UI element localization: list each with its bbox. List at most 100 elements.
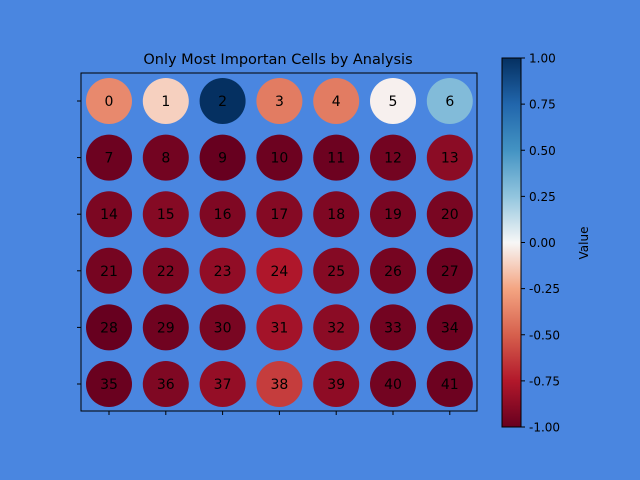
heatmap-cell [256,304,303,351]
heatmap-cell [142,304,189,351]
heatmap-cell [256,361,303,407]
cell-label: 1 [161,94,170,110]
cell-label: 11 [327,151,345,167]
heatmap-cell [256,247,303,294]
heatmap-cell [370,304,416,351]
cell-label: 6 [445,94,454,110]
cell-label: 8 [161,151,170,167]
heatmap-cell [313,134,360,181]
cell-label: 5 [389,94,398,110]
heatmap-cell [86,134,132,181]
cell-label: 36 [157,377,175,393]
heatmap-cell [426,304,473,351]
x-axis-ticks [108,411,451,415]
heatmap-cell [199,191,246,238]
heatmap-cell [142,247,189,294]
cell-label: 23 [214,264,232,280]
heatmap-cell [256,78,303,124]
heatmap-cell [426,134,473,181]
heatmap-cell [256,134,303,181]
heatmap-cell [86,247,132,294]
cell-label: 13 [441,151,459,167]
cell-label: 24 [270,264,288,280]
heatmap-cell [426,247,473,294]
cell-label: 27 [441,264,459,280]
cell-label: 26 [384,264,402,280]
heatmap-cell [370,134,416,181]
cell-label: 4 [332,94,341,110]
heatmap-cell [370,247,416,294]
cell-label: 30 [214,320,232,336]
cell-label: 35 [100,377,118,393]
cell-label: 15 [157,207,175,223]
cell-label: 39 [327,377,345,393]
heatmap-cell [370,361,416,407]
cell-label: 10 [270,151,288,167]
cell-label: 41 [441,377,459,393]
colorbar-tick-label: -1.00 [529,421,560,435]
heatmap-cell [313,304,360,351]
cell-label: 25 [327,264,345,280]
cell-label: 28 [100,320,118,336]
heatmap-cell [370,78,416,124]
cell-label: 20 [441,207,459,223]
heatmap-cell [142,134,189,181]
cell-label: 33 [384,320,402,336]
heatmap-cell [313,361,360,407]
cell-label: 3 [275,94,284,110]
heatmap-cell [313,191,360,238]
cell-label: 29 [157,320,175,336]
cell-label: 2 [218,94,227,110]
heatmap-cell [199,247,246,294]
colorbar-tick-label: 0.25 [529,190,556,204]
colorbar-ticks: -1.00 -0.75 -0.50 -0.25 0.00 0.25 0.50 0.75 1.00 [521,52,560,435]
heatmap-cell [426,191,473,238]
heatmap-cell [86,78,132,124]
cell-label: 34 [441,320,459,336]
heatmap-cell [199,361,246,407]
heatmap-cell [142,361,189,407]
heatmap-cell [313,247,360,294]
heatmap-cell [86,361,132,407]
colorbar-tick-label: 0.75 [529,98,556,112]
cell-label: 16 [214,207,232,223]
colorbar-tick-label: 1.00 [529,52,556,66]
heatmap-cell [199,134,246,181]
colorbar-tick-label: -0.25 [529,282,560,296]
cell-label: 37 [214,377,232,393]
colorbar-tick-label: 0.50 [529,144,556,158]
cell-label: 31 [270,320,288,336]
heatmap-cell [256,191,303,238]
cell-label: 9 [218,151,227,167]
heatmap-cell [199,304,246,351]
heatmap-cell [86,304,132,351]
heatmap-cell [370,191,416,238]
heatmap-cell [199,78,246,124]
cell-label: 7 [105,151,114,167]
heatmap-cell [426,361,473,407]
cell-label: 19 [384,207,402,223]
cell-label: 21 [100,264,118,280]
cell-label: 32 [327,320,345,336]
cell-label: 0 [105,94,114,110]
colorbar [501,57,522,428]
cell-label: 38 [270,377,288,393]
colorbar-label: Value [577,227,591,260]
colorbar-tick-label: 0.00 [529,236,556,250]
cell-label: 18 [327,207,345,223]
colorbar-tick-label: -0.75 [529,374,560,388]
cell-label: 17 [270,207,288,223]
heatmap-cell [142,78,189,124]
heatmap-cell [86,191,132,238]
heatmap-cell [142,191,189,238]
cell-label: 12 [384,151,402,167]
cell-label: 14 [100,207,118,223]
chart-title: Only Most Importan Cells by Analysis [143,52,412,68]
heatmap-cell [426,78,473,124]
cell-label: 40 [384,377,402,393]
cell-label: 22 [157,264,175,280]
y-axis-ticks [77,100,81,385]
heatmap-cell [313,78,360,124]
